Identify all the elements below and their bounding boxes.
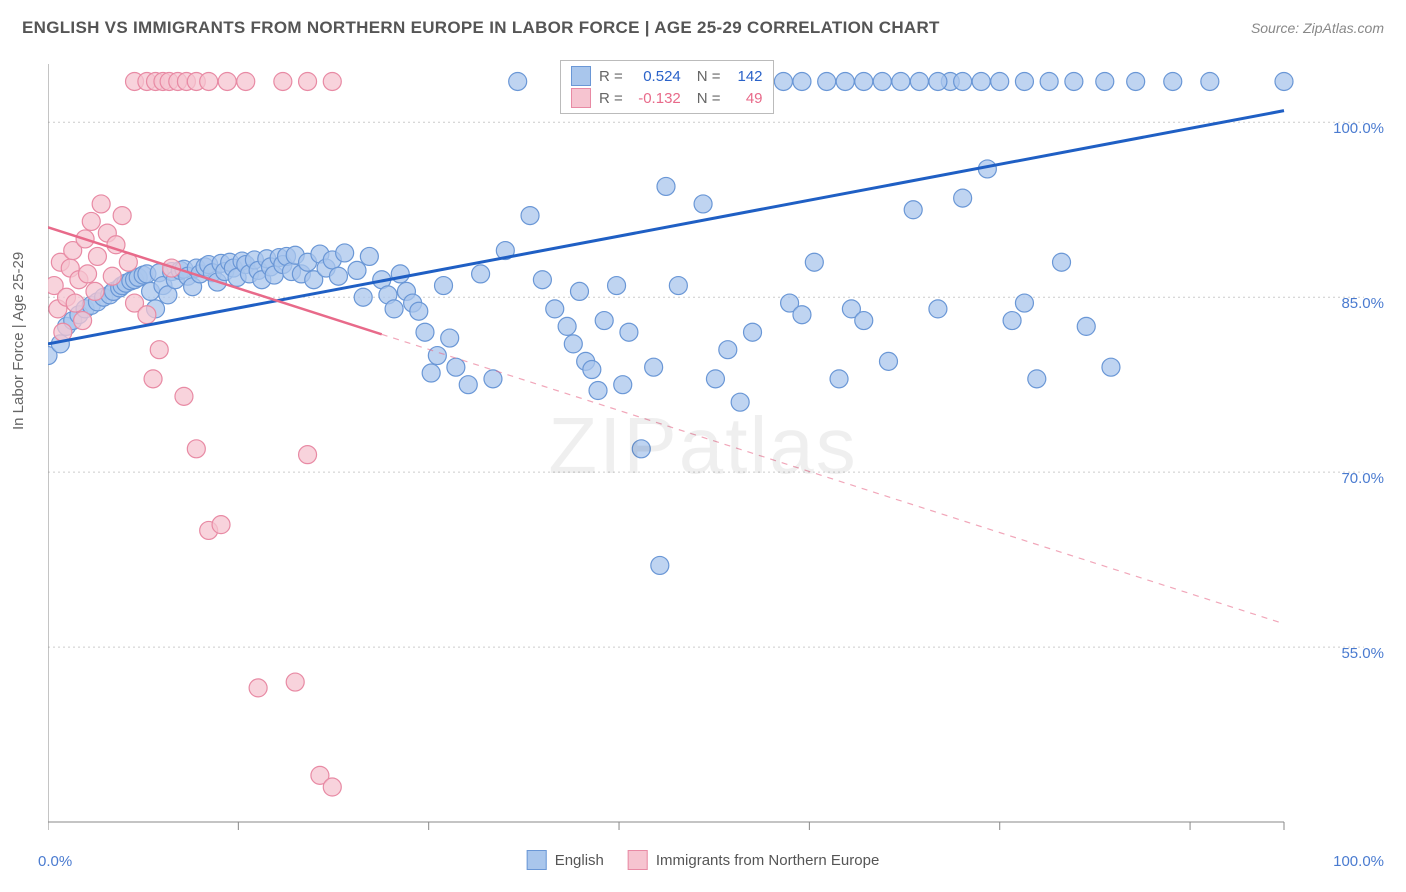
source-attribution: Source: ZipAtlas.com — [1251, 20, 1384, 36]
legend-swatch — [571, 88, 591, 108]
scatter-chart — [48, 50, 1388, 840]
legend-swatch — [571, 66, 591, 86]
legend-item: English — [527, 850, 604, 870]
n-label: N = — [697, 90, 721, 107]
correlation-legend: R = 0.524 N = 142 R = -0.132 N = 49 — [560, 60, 774, 114]
legend-swatch — [527, 850, 547, 870]
y-tick-label: 85.0% — [1341, 295, 1384, 312]
y-tick-label: 100.0% — [1333, 120, 1384, 137]
correlation-row: R = -0.132 N = 49 — [571, 87, 763, 109]
y-tick-label: 70.0% — [1341, 470, 1384, 487]
n-value: 49 — [729, 90, 763, 107]
n-value: 142 — [729, 68, 763, 85]
series-legend: English Immigrants from Northern Europe — [527, 850, 880, 870]
legend-item: Immigrants from Northern Europe — [628, 850, 879, 870]
r-value: -0.132 — [631, 90, 681, 107]
y-tick-label: 55.0% — [1341, 645, 1384, 662]
legend-label: English — [555, 852, 604, 869]
legend-label: Immigrants from Northern Europe — [656, 852, 879, 869]
r-label: R = — [599, 90, 623, 107]
legend-swatch — [628, 850, 648, 870]
r-label: R = — [599, 68, 623, 85]
x-tick-label: 100.0% — [1333, 853, 1384, 870]
chart-title: ENGLISH VS IMMIGRANTS FROM NORTHERN EURO… — [22, 18, 940, 38]
n-label: N = — [697, 68, 721, 85]
x-tick-label: 0.0% — [38, 853, 72, 870]
y-axis-label: In Labor Force | Age 25-29 — [10, 252, 27, 430]
r-value: 0.524 — [631, 68, 681, 85]
correlation-row: R = 0.524 N = 142 — [571, 65, 763, 87]
